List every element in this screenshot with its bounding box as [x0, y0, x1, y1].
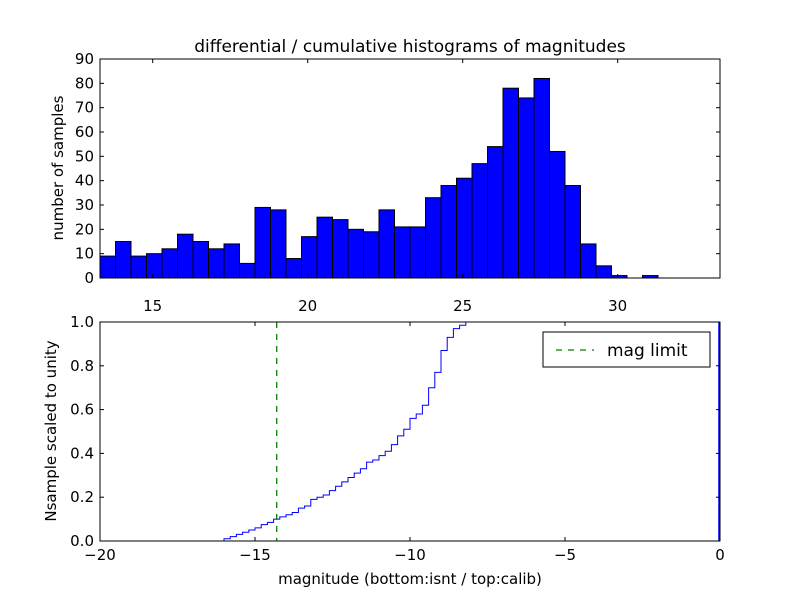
histogram-bar [502, 87, 519, 279]
histogram-bar [564, 185, 581, 279]
histogram-bar [409, 226, 426, 279]
cumulative-axes-frame [99, 321, 721, 542]
histogram-bars [99, 77, 659, 279]
histogram-bar [580, 243, 597, 279]
histogram-panel: differential / cumulative histograms of … [49, 37, 721, 315]
histogram-bar [115, 241, 132, 279]
x-tick-label: 25 [453, 297, 472, 315]
histogram-bar [425, 197, 442, 279]
y-tick-label: 10 [75, 245, 94, 263]
y-tick-label: 30 [75, 196, 94, 214]
histogram-bar [440, 185, 457, 279]
histogram-bar [394, 226, 411, 279]
y-tick-label: 0.2 [70, 488, 94, 506]
histogram-bar [177, 233, 194, 279]
y-tick-label: 60 [75, 123, 94, 141]
y-tick-label: 1.0 [70, 313, 94, 331]
legend: mag limit [542, 331, 711, 368]
histogram-bar [518, 97, 535, 279]
histogram-bar [471, 163, 488, 279]
y-tick-label: 20 [75, 220, 94, 238]
histogram-bar [239, 262, 256, 279]
histogram-bar [533, 77, 550, 279]
y-tick-label: 50 [75, 147, 94, 165]
cumulative-x-axis-label: magnitude (bottom:isnt / top:calib) [278, 570, 542, 588]
x-tick-label: −15 [239, 546, 271, 564]
histogram-bar [316, 216, 333, 279]
histogram-bar [363, 231, 380, 279]
x-tick-label: 30 [608, 297, 627, 315]
x-tick-label: 20 [298, 297, 317, 315]
y-tick-label: 0.4 [70, 444, 94, 462]
histogram-bar [456, 177, 473, 279]
y-tick-label: 0.0 [70, 532, 94, 550]
histogram-bar [254, 206, 271, 279]
histogram-bar [595, 265, 612, 279]
histogram-bar [347, 228, 364, 279]
histogram-bar [332, 219, 349, 279]
x-tick-label: 15 [143, 297, 162, 315]
histogram-bar [487, 146, 504, 279]
histogram-bar [99, 255, 116, 279]
histogram-bar [192, 241, 209, 279]
histogram-bar [130, 255, 147, 279]
x-tick-label: −20 [84, 546, 116, 564]
y-tick-label: 80 [75, 74, 94, 92]
histogram-bar [270, 209, 287, 279]
y-tick-label: 0.8 [70, 357, 94, 375]
legend-label-mag-limit: mag limit [607, 341, 688, 361]
x-tick-label: −5 [554, 546, 576, 564]
cumulative-panel: 0.0 0.2 0.4 0.6 0.8 1.0 −20 −15 −10 −5 0 Nsample s… [42, 313, 725, 588]
histogram-bar [161, 248, 178, 279]
histogram-ticks: 0 10 20 30 40 50 60 70 80 90 15 20 25 30 [75, 50, 720, 315]
cumulative-lines [100, 321, 720, 542]
cumulative-y-axis-label: Nsample scaled to unity [42, 340, 60, 521]
y-tick-label: 0 [84, 269, 94, 287]
histogram-bar [208, 248, 225, 279]
chart-title: differential / cumulative histograms of … [194, 37, 626, 57]
histogram-bar [285, 258, 302, 279]
x-tick-label: 0 [715, 546, 725, 564]
y-tick-label: 0.6 [70, 401, 94, 419]
y-tick-label: 40 [75, 172, 94, 190]
cumulative-step-line [100, 321, 472, 542]
x-tick-label: −10 [394, 546, 426, 564]
y-tick-label: 90 [75, 50, 94, 68]
y-tick-label: 70 [75, 99, 94, 117]
histogram-bar [146, 253, 163, 279]
histogram-y-axis-label: number of samples [49, 95, 67, 240]
histogram-bar [223, 243, 240, 279]
histogram-axes-frame [99, 58, 721, 279]
histogram-bar [301, 236, 318, 279]
histogram-bar [378, 209, 395, 279]
histogram-bar [549, 150, 566, 279]
cumulative-ticks: 0.0 0.2 0.4 0.6 0.8 1.0 −20 −15 −10 −5 0 [70, 313, 725, 564]
